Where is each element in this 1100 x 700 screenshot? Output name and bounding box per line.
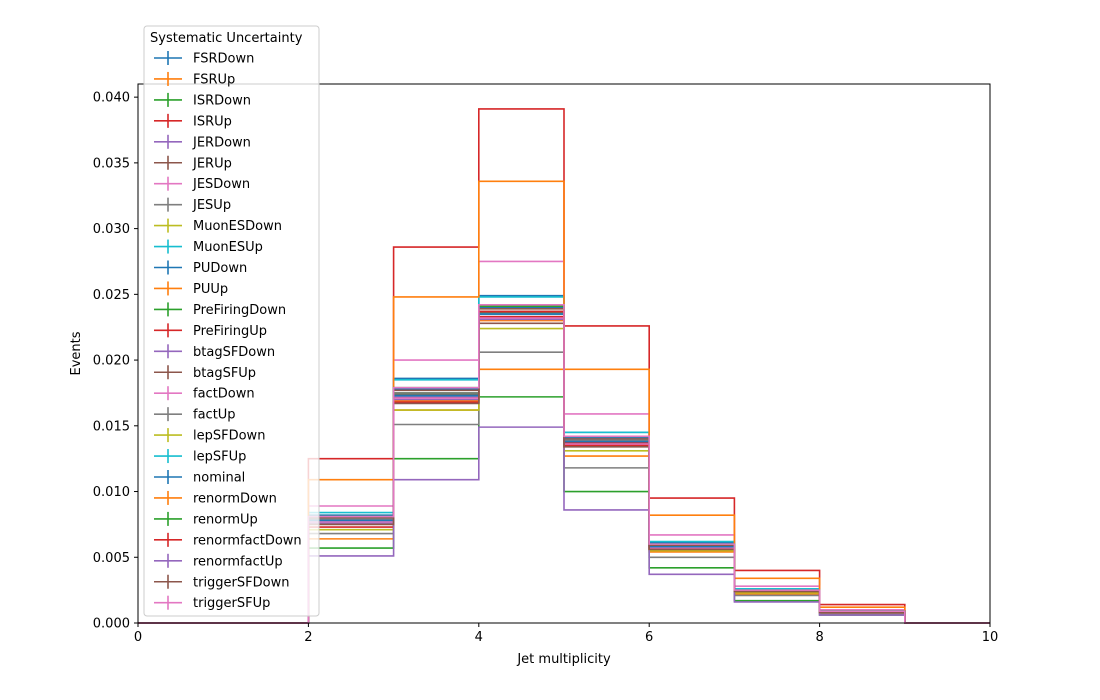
x-tick-label: 2	[304, 630, 312, 645]
legend-entry: JERUp	[154, 155, 232, 171]
legend-label: ISRDown	[193, 93, 251, 108]
y-tick-label: 0.000	[93, 617, 130, 632]
legend-label: renormDown	[193, 491, 277, 506]
y-axis-ticks: 0.000 0.005 0.010 0.015 0.020 0.025 0.030 0.035…	[93, 91, 138, 632]
legend: Systematic Uncertainty FSRDown FSRUp ISRDo…	[143, 25, 320, 617]
legend-entry: lepSFUp	[154, 449, 246, 465]
x-tick-label: 6	[645, 630, 653, 645]
x-tick-label: 0	[134, 630, 142, 645]
legend-items: FSRDown FSRUp ISRDown ISRUp JERDown JERUp JESD…	[154, 51, 302, 611]
legend-label: PreFiringUp	[193, 324, 267, 339]
axes-frame	[137, 83, 991, 624]
legend-label: nominal	[193, 471, 245, 486]
legend-label: PUDown	[193, 261, 247, 276]
legend-label: MuonESDown	[193, 219, 282, 234]
legend-entry: triggerSFDown	[154, 574, 289, 590]
legend-label: ISRUp	[193, 114, 232, 129]
y-tick-label: 0.035	[93, 156, 130, 171]
legend-label: renormfactUp	[193, 554, 283, 569]
legend-label: factDown	[193, 387, 255, 402]
legend-entry: JESUp	[154, 197, 231, 213]
legend-label: FSRUp	[193, 72, 235, 87]
legend-entry: ISRDown	[154, 92, 251, 108]
legend-entry: renormDown	[154, 490, 277, 506]
legend-label: JERUp	[192, 156, 232, 171]
legend-label: FSRDown	[193, 52, 254, 67]
y-tick-label: 0.030	[93, 222, 130, 237]
legend-entry: MuonESDown	[154, 218, 282, 234]
y-tick-label: 0.020	[93, 354, 130, 369]
legend-label: JERDown	[192, 135, 251, 150]
legend-entry: factUp	[154, 407, 236, 423]
legend-entry: JESDown	[154, 176, 250, 192]
x-axis-label: Jet multiplicity	[516, 652, 611, 667]
legend-entry: PUDown	[154, 260, 247, 276]
legend-label: JESDown	[192, 177, 250, 192]
y-tick-label: 0.010	[93, 485, 130, 500]
legend-entry: PreFiringDown	[154, 302, 286, 318]
legend-entry: MuonESUp	[154, 239, 263, 255]
legend-label: PUUp	[193, 282, 228, 297]
legend-entry: renormUp	[154, 511, 258, 527]
x-axis-ticks: 0 2 4 6 8 10	[134, 623, 998, 645]
legend-entry: renormfactUp	[154, 553, 283, 569]
legend-entry: triggerSFUp	[154, 595, 270, 611]
legend-entry: btagSFDown	[154, 344, 275, 360]
legend-label: triggerSFDown	[193, 575, 289, 590]
legend-entry: btagSFUp	[154, 365, 256, 381]
legend-entry: ISRUp	[154, 113, 232, 129]
legend-entry: PUUp	[154, 281, 228, 297]
y-tick-label: 0.005	[93, 551, 130, 566]
legend-entry: PreFiringUp	[154, 323, 267, 339]
y-axis-label: Events	[69, 331, 84, 375]
legend-entry: renormfactDown	[154, 532, 302, 548]
legend-label: factUp	[193, 408, 236, 423]
y-tick-label: 0.015	[93, 419, 130, 434]
legend-entry: lepSFDown	[154, 428, 265, 444]
x-tick-label: 10	[982, 630, 999, 645]
legend-entry: FSRDown	[154, 51, 254, 67]
y-tick-label: 0.025	[93, 288, 130, 303]
legend-label: triggerSFUp	[193, 596, 270, 611]
legend-entry: JERDown	[154, 134, 251, 150]
legend-entry: FSRUp	[154, 71, 235, 87]
legend-label: renormUp	[193, 512, 258, 527]
legend-label: MuonESUp	[193, 240, 263, 255]
legend-label: renormfactDown	[193, 533, 302, 548]
legend-label: lepSFUp	[193, 450, 246, 465]
legend-label: btagSFDown	[193, 345, 275, 360]
legend-label: lepSFDown	[193, 429, 265, 444]
legend-entry: factDown	[154, 386, 255, 402]
legend-label: JESUp	[192, 198, 231, 213]
legend-label: PreFiringDown	[193, 303, 286, 318]
legend-entry: nominal	[154, 470, 245, 486]
legend-frame	[143, 25, 320, 617]
legend-label: btagSFUp	[193, 366, 256, 381]
x-tick-label: 4	[475, 630, 483, 645]
legend-title: Systematic Uncertainty	[150, 31, 303, 46]
x-tick-label: 8	[815, 630, 823, 645]
y-tick-label: 0.040	[93, 91, 130, 106]
